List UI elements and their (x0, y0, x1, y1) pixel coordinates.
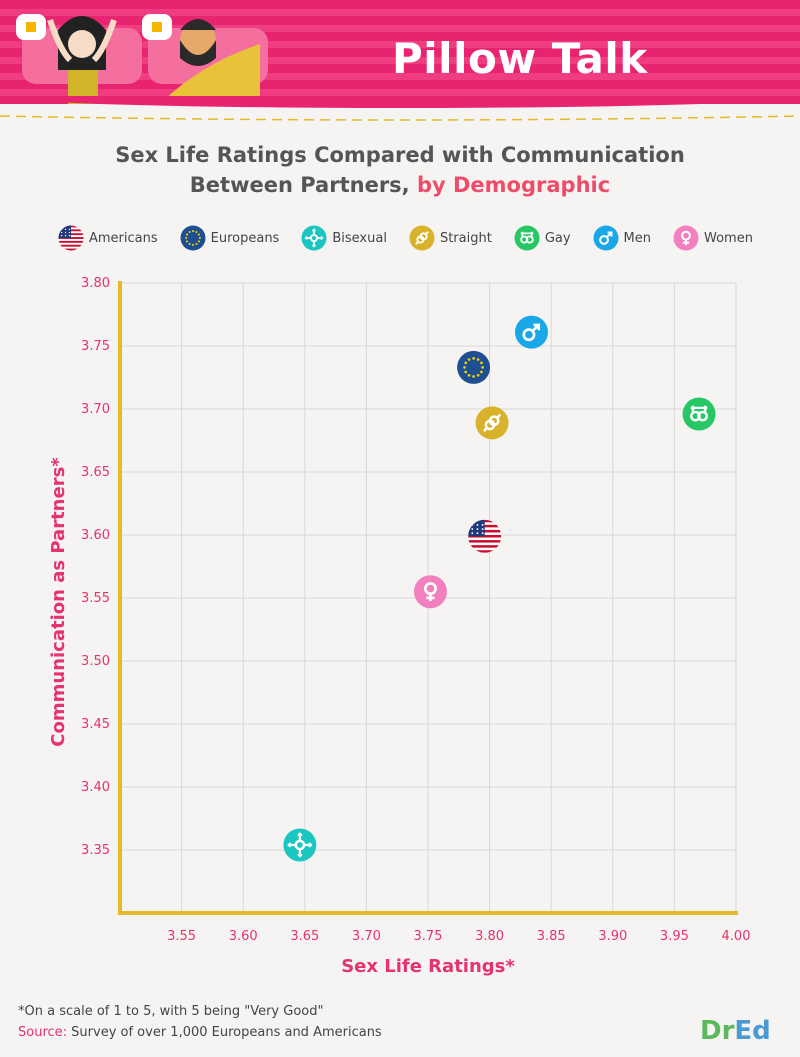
y-tick-label: 3.50 (81, 654, 110, 669)
bisexual-symbol-icon (301, 225, 327, 251)
male-symbol-icon (593, 225, 619, 251)
source-label: Source: (18, 1025, 68, 1040)
source-line: Source: Survey of over 1,000 Europeans a… (18, 1025, 382, 1040)
y-tick-label: 3.70 (81, 402, 110, 417)
banner-edge (0, 96, 800, 108)
y-tick-label: 3.55 (81, 591, 110, 606)
legend-label-straight: Straight (439, 230, 492, 246)
brand-part1: Dr (700, 1016, 735, 1046)
chart-title: Sex Life Ratings Compared with Communica… (0, 140, 800, 200)
y-tick-label: 3.75 (81, 339, 110, 354)
legend-item-straight: Straight (409, 225, 492, 251)
legend-label-americans: Americans (89, 230, 158, 246)
legend-label-bisexual: Bisexual (332, 230, 387, 246)
x-tick-label: 3.95 (660, 929, 689, 944)
data-point-gay (682, 397, 716, 431)
brand-part2: Ed (734, 1016, 771, 1046)
x-tick-label: 3.70 (352, 929, 381, 944)
data-point-bisexual (283, 828, 317, 862)
chart-title-line1: Sex Life Ratings Compared with Communica… (115, 143, 685, 167)
x-tick-label: 4.00 (722, 929, 751, 944)
x-tick-label: 3.55 (167, 929, 196, 944)
female-symbol-icon (673, 225, 699, 251)
y-tick-label: 3.45 (81, 717, 110, 732)
data-point-women (413, 575, 447, 609)
legend-item-bisexual: Bisexual (301, 225, 387, 251)
data-point-europeans (457, 350, 491, 384)
y-tick-label: 3.60 (81, 528, 110, 543)
legend-item-gay: Gay (514, 225, 571, 251)
x-axis-label: Sex Life Ratings* (341, 956, 515, 977)
source-text: Survey of over 1,000 Europeans and Ameri… (67, 1025, 382, 1040)
y-tick-label: 3.35 (81, 843, 110, 858)
us-flag-icon (58, 225, 84, 251)
straight-symbol-icon (409, 225, 435, 251)
gay-symbol-icon (514, 225, 540, 251)
grid-lines (120, 282, 737, 913)
x-tick-label: 3.60 (229, 929, 258, 944)
legend-label-men: Men (623, 230, 652, 246)
brand-logo: DrEd (700, 1016, 771, 1046)
data-point-straight (475, 406, 509, 440)
y-tick-label: 3.40 (81, 780, 110, 795)
x-tick-label: 3.85 (537, 929, 566, 944)
legend-item-europeans: Europeans (180, 225, 280, 251)
legend-item-men: Men (593, 225, 651, 251)
legend-label-europeans: Europeans (210, 230, 280, 246)
eu-flag-icon (180, 225, 206, 251)
data-point-men (514, 315, 548, 349)
chart-title-line2-prefix: Between Partners, (189, 173, 417, 197)
chart-title-accent: by Demographic (416, 173, 611, 197)
chart-legend: Americans Europeans Bisexual Straight Gay Men… (58, 224, 778, 252)
banner-dashed-line (0, 115, 800, 121)
x-tick-label: 3.75 (414, 929, 443, 944)
y-axis-label: Communication as Partners* (48, 457, 69, 747)
legend-item-americans: Americans (58, 225, 158, 251)
y-tick-label: 3.65 (81, 465, 110, 480)
banner-title: Pillow Talk (392, 34, 648, 83)
footnote: *On a scale of 1 to 5, with 5 being "Ver… (18, 1004, 324, 1019)
y-tick-label: 3.80 (81, 276, 110, 291)
legend-item-women: Women (673, 225, 753, 251)
legend-label-women: Women (704, 230, 753, 246)
chart-title-line2: Between Partners, by Demographic (0, 170, 800, 200)
x-tick-label: 3.80 (475, 929, 504, 944)
data-point-americans (468, 519, 502, 553)
x-tick-label: 3.90 (598, 929, 627, 944)
legend-label-gay: Gay (544, 230, 571, 246)
x-tick-label: 3.65 (290, 929, 319, 944)
